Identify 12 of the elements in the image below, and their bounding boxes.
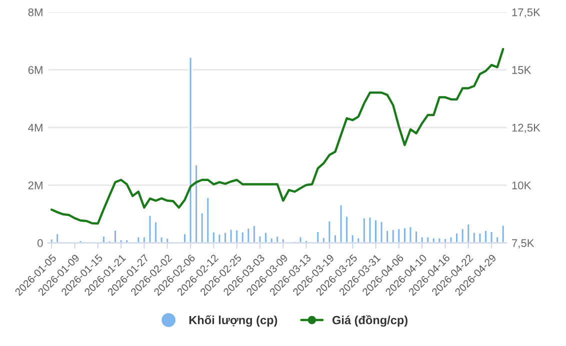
y-tick-label: 0 — [38, 239, 43, 248]
y-tick-label: 8M — [28, 8, 42, 16]
y2-tick-label: 10K — [512, 181, 532, 190]
y-tick-label: 4M — [28, 124, 42, 132]
y2-tick-label: 17,5K — [512, 8, 540, 18]
y2-tick-label: 12,5K — [512, 124, 540, 133]
y2-tick-label: 15K — [512, 66, 532, 74]
y-tick-label: 6M — [28, 66, 42, 74]
legend-label: Khối lượng (cp) — [189, 315, 278, 327]
legend-label: Giá (đồng/cp) — [332, 315, 408, 327]
y-tick-label: 2M — [28, 181, 42, 190]
y2-tick-label: 7,5K — [512, 239, 534, 248]
